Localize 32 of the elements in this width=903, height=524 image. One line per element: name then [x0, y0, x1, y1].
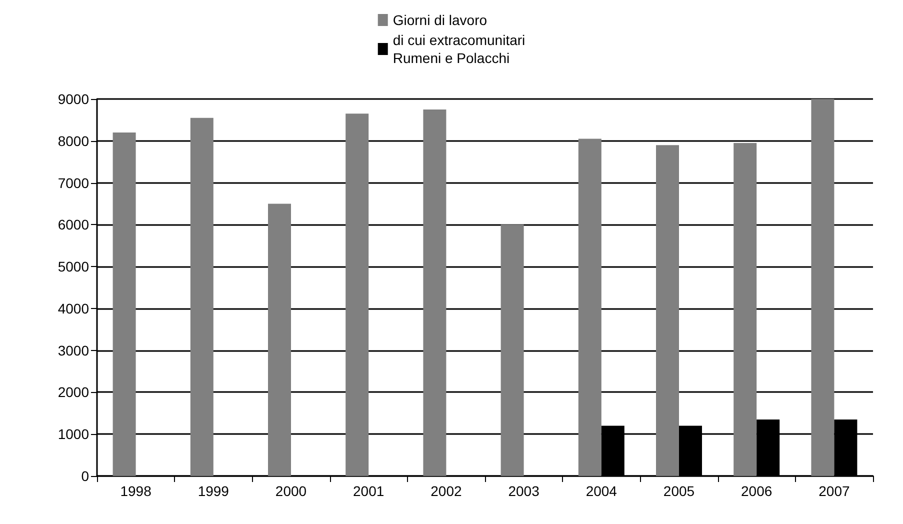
legend-label: di cui extracomunitari Rumeni e Polacchi	[392, 32, 526, 66]
x-tick-label: 2007	[818, 483, 850, 499]
x-tick-label: 2001	[353, 483, 384, 499]
bar	[112, 132, 136, 476]
y-tick-label: 5000	[58, 258, 90, 275]
bar	[500, 224, 524, 476]
bar	[656, 145, 679, 476]
bar	[423, 109, 446, 476]
legend-label: Giorni di lavoro	[392, 12, 488, 28]
bar	[190, 118, 214, 476]
bar	[346, 114, 369, 476]
x-tick-label: 2003	[508, 483, 540, 499]
y-tick-label: 9000	[58, 91, 90, 107]
y-tick-label: 6000	[58, 216, 90, 233]
y-tick-label: 2000	[58, 384, 90, 400]
x-tick-label: 2004	[586, 483, 618, 499]
y-tick-label: 7000	[58, 174, 90, 191]
bar	[578, 138, 602, 476]
y-tick-label: 1000	[58, 426, 90, 442]
bar	[734, 142, 757, 476]
x-tick-label: 2005	[663, 483, 695, 499]
x-tick-label: 1999	[198, 483, 230, 499]
x-tick-label: 2000	[275, 483, 307, 499]
x-tick-label: 2006	[741, 483, 772, 499]
y-tick-label: 3000	[58, 342, 90, 358]
y-tick-label: 0	[81, 468, 90, 484]
y-tick-label: 8000	[58, 132, 90, 149]
bar	[811, 99, 834, 476]
x-tick-label: 1998	[120, 483, 152, 499]
bar	[268, 204, 291, 476]
x-tick-label: 2002	[430, 483, 462, 499]
y-tick-label: 4000	[58, 300, 90, 316]
